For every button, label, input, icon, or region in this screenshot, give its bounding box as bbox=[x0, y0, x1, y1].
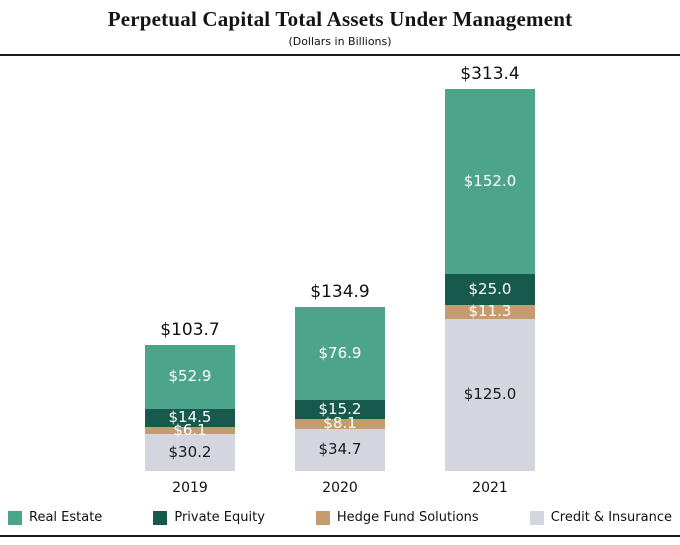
year-label: 2021 bbox=[472, 480, 508, 496]
segment-hedge-fund-solutions: $6.1 bbox=[145, 423, 235, 438]
segment-hedge-fund-solutions: $11.3 bbox=[445, 302, 535, 321]
chart-title: Perpetual Capital Total Assets Under Man… bbox=[107, 7, 573, 31]
segment-value-label: $30.2 bbox=[168, 443, 212, 462]
stacked-bar: $152.0 $25.0 $11.3 $125.0 bbox=[445, 88, 535, 471]
legend-item-real-estate: Real Estate bbox=[8, 510, 102, 525]
bar-group-2019: $103.7 $52.9 $14.5 $6.1 $30.2 2019 bbox=[145, 320, 235, 498]
legend-swatch-icon bbox=[8, 510, 22, 525]
bar-group-2021: $313.4 $152.0 $25.0 $11.3 $125.0 2021 bbox=[445, 64, 535, 498]
divider-top bbox=[0, 54, 680, 56]
total-label: $134.9 bbox=[310, 281, 370, 302]
segment-private-equity: $14.5 bbox=[145, 409, 235, 427]
total-label: $313.4 bbox=[460, 63, 520, 84]
segment-value-label: $8.1 bbox=[323, 414, 357, 433]
year-label: 2020 bbox=[322, 480, 358, 496]
legend-item-credit-insurance: Credit & Insurance bbox=[529, 510, 672, 525]
legend-swatch-icon bbox=[153, 510, 168, 525]
legend-swatch-icon bbox=[315, 510, 330, 525]
segment-private-equity: $15.2 bbox=[295, 400, 385, 419]
legend-item-private-equity: Private Equity bbox=[153, 510, 265, 525]
segment-value-label: $34.7 bbox=[318, 440, 362, 459]
chart-subtitle: (Dollars in Billions) bbox=[288, 35, 392, 48]
segment-value-label: $15.2 bbox=[318, 400, 362, 419]
stacked-bar: $76.9 $15.2 $8.1 $34.7 bbox=[295, 306, 385, 471]
bar-group-2020: $134.9 $76.9 $15.2 $8.1 $34.7 2020 bbox=[295, 282, 385, 498]
segment-real-estate: $52.9 bbox=[145, 344, 235, 410]
year-label: 2019 bbox=[172, 480, 208, 496]
segment-value-label: $52.9 bbox=[168, 367, 212, 386]
segment-value-label: $125.0 bbox=[463, 385, 517, 404]
segment-private-equity: $25.0 bbox=[445, 274, 535, 305]
legend-item-hedge-fund-solutions: Hedge Fund Solutions bbox=[315, 510, 479, 525]
segment-credit-insurance: $30.2 bbox=[145, 434, 235, 471]
legend-label: Credit & Insurance bbox=[550, 510, 672, 525]
segment-value-label: $14.5 bbox=[168, 408, 212, 427]
legend-label: Real Estate bbox=[29, 510, 103, 525]
legend-label: Private Equity bbox=[174, 510, 265, 525]
segment-credit-insurance: $125.0 bbox=[445, 318, 535, 471]
legend-swatch-icon bbox=[529, 510, 544, 525]
segment-value-label: $11.3 bbox=[468, 302, 512, 321]
segment-value-label: $25.0 bbox=[468, 279, 512, 298]
stacked-bar: $52.9 $14.5 $6.1 $30.2 bbox=[145, 344, 235, 471]
total-label: $103.7 bbox=[160, 319, 220, 340]
segment-value-label: $152.0 bbox=[463, 172, 517, 190]
segment-hedge-fund-solutions: $8.1 bbox=[295, 414, 385, 433]
stacked-bar-chart: $103.7 $52.9 $14.5 $6.1 $30.2 2019 $134.9 $76.9… bbox=[0, 56, 680, 498]
divider-bottom bbox=[0, 535, 680, 537]
segment-value-label: $76.9 bbox=[318, 343, 362, 362]
legend-label: Hedge Fund Solutions bbox=[336, 510, 479, 525]
segment-credit-insurance: $34.7 bbox=[295, 428, 385, 471]
segment-real-estate: $76.9 bbox=[295, 306, 385, 401]
chart-header: Perpetual Capital Total Assets Under Man… bbox=[0, 0, 680, 48]
segment-value-label: $6.1 bbox=[173, 421, 207, 440]
legend: Real Estate Private Equity Hedge Fund Solu… bbox=[0, 498, 680, 525]
segment-real-estate: $152.0 bbox=[445, 88, 535, 275]
